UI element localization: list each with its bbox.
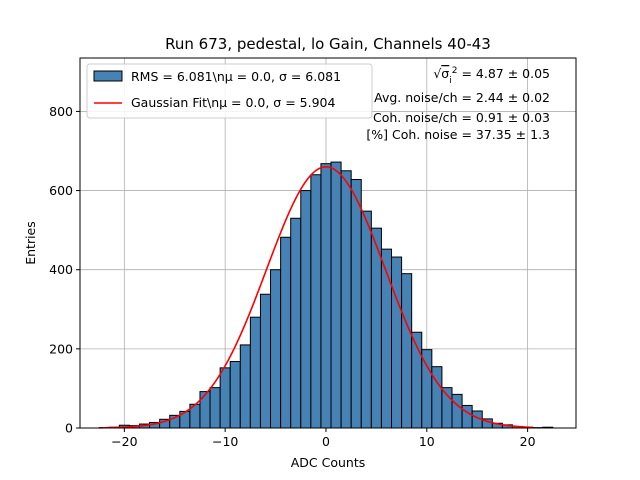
histogram-bar [280,236,292,429]
y-axis-label: Entries [23,221,38,265]
x-axis-ticks: −20 −10 0 10 20 [111,428,536,449]
annotation-coh-noise: Coh. noise/ch = 0.91 ± 0.03 [373,110,550,125]
x-tick-label: 0 [322,434,330,449]
histogram-bar [300,190,312,429]
histogram-bar [330,161,342,429]
x-tick-label: −20 [111,434,137,449]
annotation-coh-noise-percent: [%] Coh. noise = 37.35 ± 1.3 [366,127,550,142]
x-tick-label: 20 [520,434,536,449]
histogram-bar [229,361,241,429]
histogram-bars [98,161,554,429]
x-axis-label: ADC Counts [291,455,366,470]
histogram-bar [219,367,231,429]
plot-frame [79,57,577,429]
histogram-bar [370,227,382,429]
histogram-bar [391,256,403,429]
y-tick-label: 800 [49,104,73,119]
x-tick-label: 10 [419,434,435,449]
histogram-bar [360,210,372,429]
histogram-bar [320,163,332,429]
annotations: √σi2 = 4.87 ± 0.05 Avg. noise/ch = 2.44 … [366,66,550,142]
histogram-bar [199,391,211,429]
histogram-bar [421,349,433,429]
histogram-bar [451,393,463,429]
y-axis-ticks: 0 200 400 600 800 [49,104,80,436]
legend-box [86,63,373,119]
y-tick-label: 400 [49,262,73,277]
legend-label-rms: RMS = 6.081\nμ = 0.0, σ = 6.081 [131,69,341,84]
histogram-bar [270,269,282,429]
legend-label-fit: Gaussian Fit\nμ = 0.0, σ = 5.904 [131,95,335,110]
histogram-bar [350,178,362,429]
gaussian-fit-line [99,166,533,429]
y-tick-label: 0 [65,421,73,436]
annotation-sigma: √σi2 = 4.87 ± 0.05 [433,66,550,86]
legend: RMS = 6.081\nμ = 0.0, σ = 6.081 Gaussian… [86,63,373,119]
y-tick-label: 200 [49,341,73,356]
annotation-avg-noise: Avg. noise/ch = 2.44 ± 0.02 [374,90,550,105]
histogram-bar [340,170,352,429]
histogram-bar [401,273,413,429]
chart-title: Run 673, pedestal, lo Gain, Channels 40-… [165,35,491,53]
histogram-bar [209,387,221,429]
y-tick-label: 600 [49,183,73,198]
histogram-bar [290,217,302,429]
histogram-bar [461,404,473,429]
histogram-bar [249,316,261,429]
histogram-bar [310,174,322,429]
histogram-bar [380,248,393,429]
histogram-bar [239,344,251,429]
histogram-bar [259,293,272,429]
x-tick-label: −10 [212,434,238,449]
legend-swatch-rms [93,70,123,82]
